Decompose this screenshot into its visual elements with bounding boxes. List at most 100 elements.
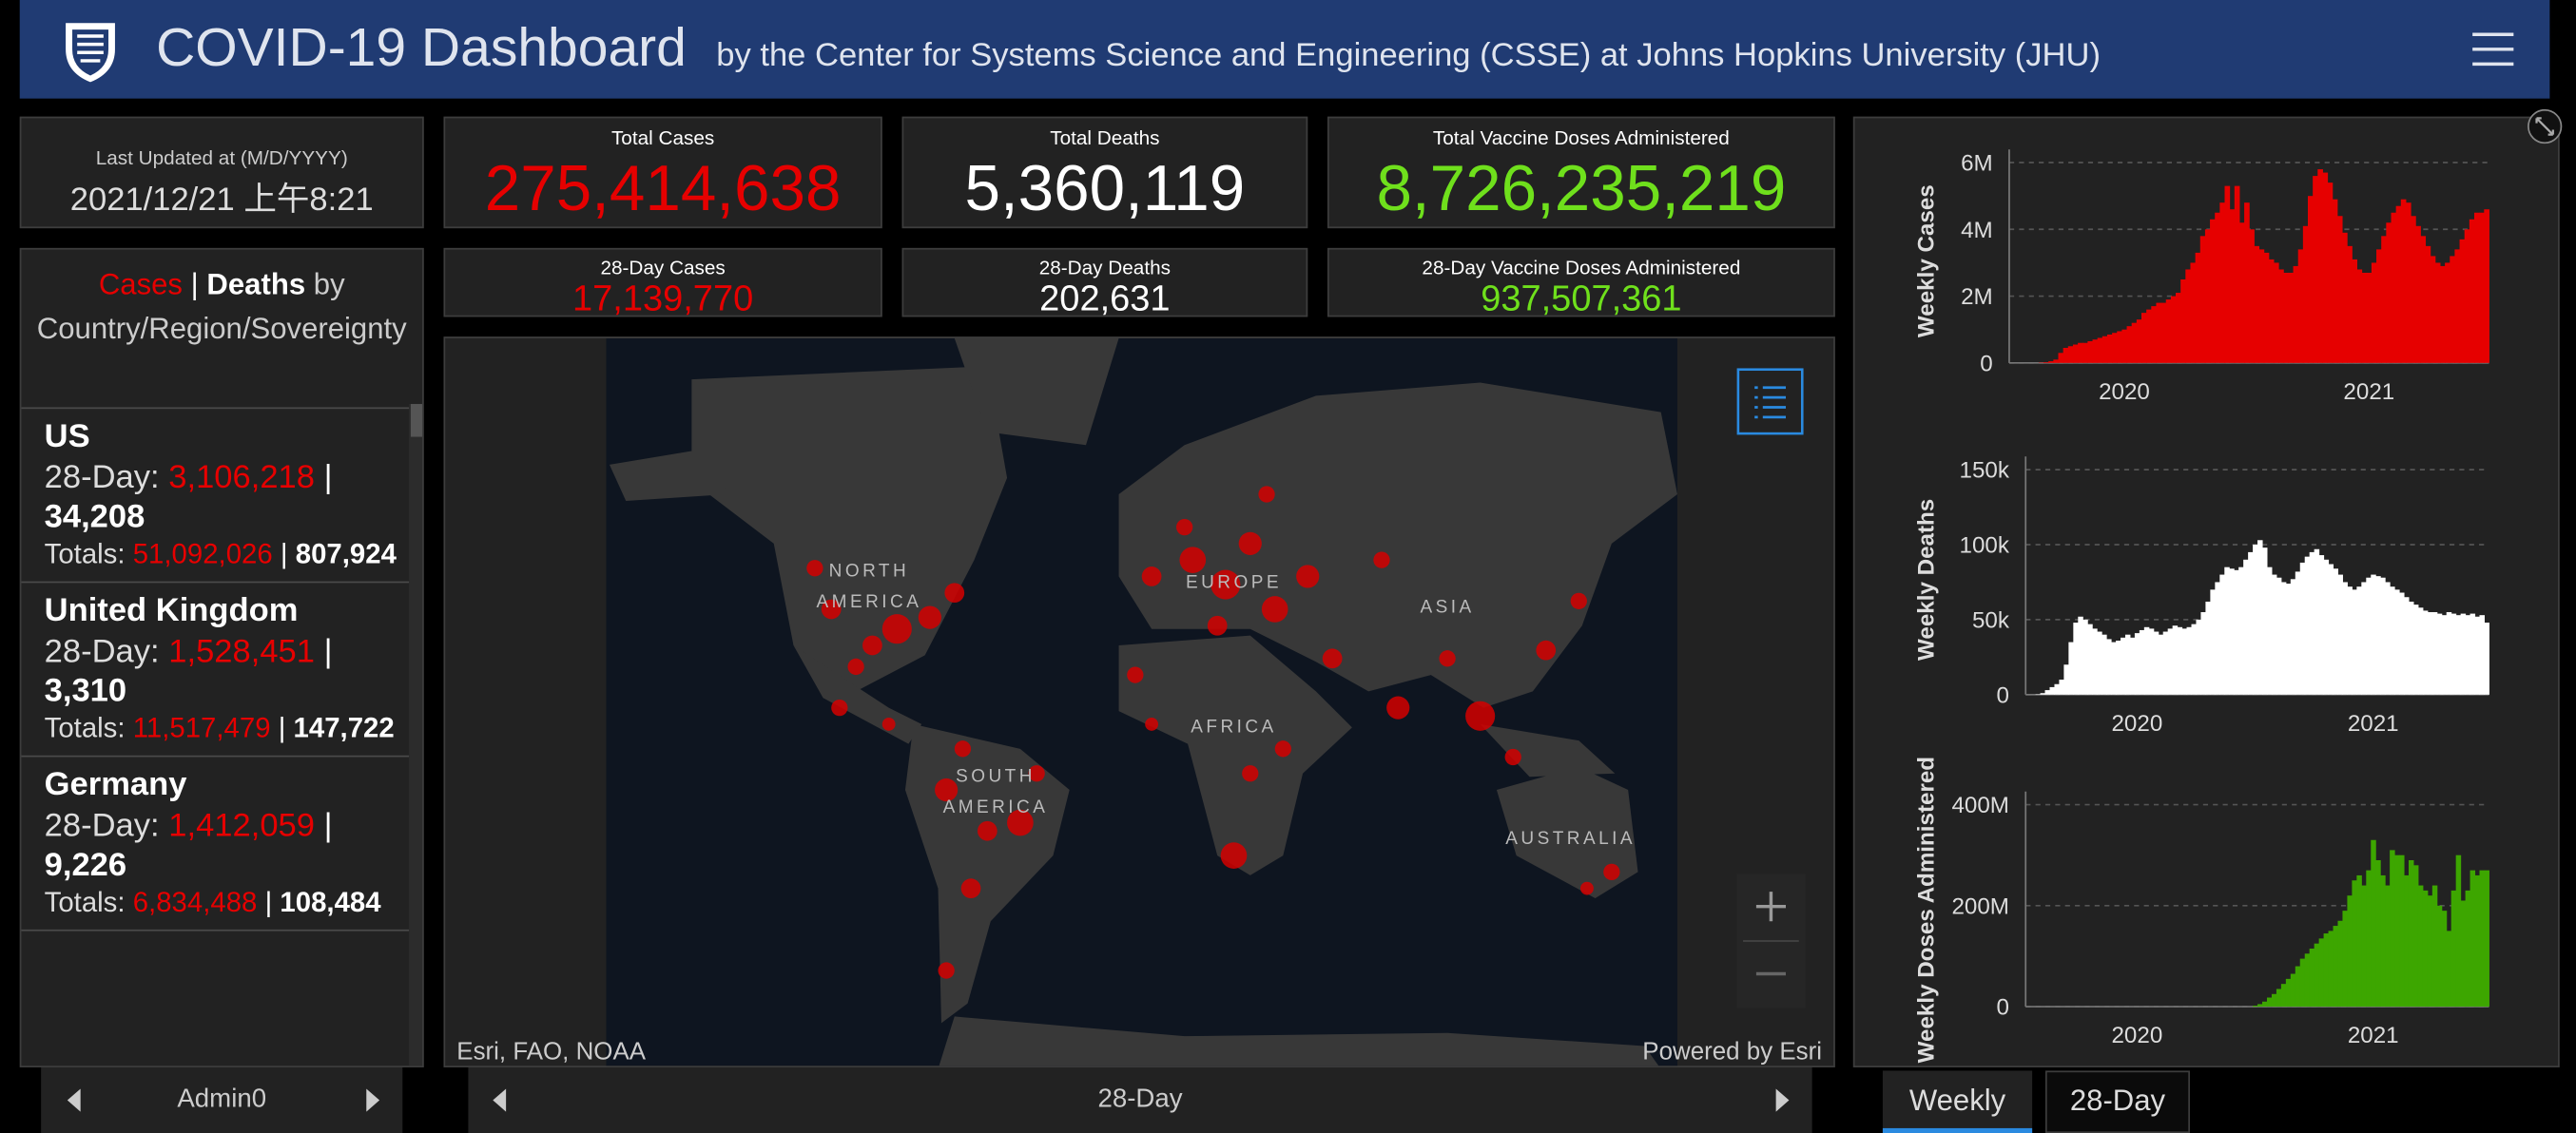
bar — [2244, 202, 2250, 363]
bar — [2366, 870, 2372, 1008]
bar — [2314, 548, 2320, 695]
expand-button[interactable] — [2527, 108, 2563, 144]
stat-label: 28-Day Cases — [600, 256, 726, 279]
bar — [2177, 626, 2183, 695]
totals-line: Totals: 51,092,026 | 807,924 — [45, 537, 399, 571]
legend-button[interactable] — [1736, 368, 1806, 437]
heading-separator: | — [190, 267, 199, 301]
bar — [2420, 236, 2427, 363]
scroll-thumb[interactable] — [410, 404, 423, 437]
tab[interactable]: 28-Day — [2044, 1070, 2190, 1133]
bar — [2204, 229, 2211, 363]
bar — [2411, 216, 2416, 363]
country-item[interactable]: United Kingdom 28-Day: 1,528,451 | 3,310… — [21, 583, 410, 758]
charts: 0 2M 4M 6M Weekly Cases 2020 2021 0 50k 100k 150k W… — [1913, 149, 2489, 1063]
zoom-controls[interactable] — [1736, 874, 1806, 1008]
next-button[interactable] — [363, 1087, 383, 1114]
map-label: AUSTRALIA — [1505, 829, 1637, 850]
bar — [2253, 545, 2258, 695]
bar — [2352, 259, 2357, 363]
map-label: NORTH AMERICA — [816, 561, 922, 613]
heading-deaths[interactable]: Deaths — [206, 267, 306, 301]
label: Totals: — [44, 886, 126, 918]
bar — [2210, 219, 2216, 363]
map-panel: NORTH AMERICA EUROPE ASIA AFRICA SOUTH A… — [443, 336, 1835, 1067]
bar — [2266, 997, 2273, 1008]
bar — [2342, 232, 2348, 363]
bar — [2391, 212, 2397, 363]
bar — [2459, 239, 2466, 363]
bar — [2417, 885, 2424, 1008]
stat-label: 28-Day Deaths — [1038, 256, 1171, 279]
bar — [2268, 259, 2275, 363]
next-button[interactable] — [1772, 1087, 1792, 1114]
bar — [2224, 185, 2231, 363]
stat-value: 17,139,770 — [571, 277, 754, 319]
bar — [2356, 269, 2363, 363]
bar — [2322, 172, 2329, 363]
bar — [2176, 293, 2181, 363]
bar — [2043, 362, 2049, 363]
bar — [2262, 547, 2268, 695]
x-tick-label: 2021 — [2348, 711, 2399, 737]
label: 28-Day: — [44, 633, 160, 670]
bar — [2262, 1001, 2268, 1008]
bar — [2473, 212, 2480, 363]
prev-button[interactable] — [64, 1087, 84, 1114]
label: 28-Day: — [44, 459, 160, 496]
map[interactable] — [445, 337, 1835, 1067]
bar — [2469, 870, 2476, 1008]
tab[interactable]: Weekly — [1882, 1070, 2033, 1133]
stat-box: 28-Day Vaccine Doses Administered 937,50… — [1327, 247, 1835, 317]
bar — [2167, 628, 2174, 695]
map-label: SOUTH AMERICA — [942, 766, 1049, 818]
bar — [2412, 865, 2419, 1008]
scrollbar[interactable] — [409, 404, 423, 1066]
bar — [2337, 574, 2343, 695]
bar — [2431, 885, 2438, 1008]
bar — [2131, 322, 2138, 363]
bar — [2059, 680, 2064, 695]
prev-button[interactable] — [490, 1087, 510, 1114]
bar — [2450, 613, 2457, 695]
bar — [2422, 890, 2429, 1008]
bar — [2352, 589, 2357, 695]
bar — [2106, 334, 2113, 363]
bar — [2332, 199, 2338, 363]
stat-label: Total Deaths — [1050, 126, 1160, 150]
y-tick-label: 6M — [1961, 151, 1993, 177]
country-item[interactable]: US 28-Day: 3,106,218 | 34,208 Totals: 51… — [21, 409, 410, 584]
bar — [2181, 628, 2188, 695]
country-item[interactable]: Germany 28-Day: 1,412,059 | 9,226 Totals… — [21, 757, 410, 931]
country-list: US 28-Day: 3,106,218 | 34,208 Totals: 51… — [21, 407, 410, 931]
bar — [2116, 641, 2121, 695]
bar — [2190, 262, 2197, 363]
bar — [2234, 185, 2240, 363]
bar — [2404, 874, 2410, 1008]
bar — [2134, 633, 2140, 695]
bar — [2297, 249, 2304, 363]
bar — [2474, 616, 2481, 695]
bar — [2053, 359, 2060, 363]
bar — [2318, 555, 2325, 695]
list-footer-label: Admin0 — [177, 1085, 267, 1114]
bar — [2143, 626, 2150, 695]
bar — [2427, 895, 2433, 1008]
bar — [2219, 574, 2225, 695]
map-footer-label: 28-Day — [1097, 1085, 1183, 1114]
bar — [2333, 568, 2339, 695]
bar — [2390, 850, 2395, 1008]
bar — [2479, 870, 2485, 1008]
cases: 1,412,059 — [168, 808, 315, 845]
bar — [2356, 874, 2362, 1008]
bar — [2304, 556, 2311, 695]
bar — [2054, 683, 2060, 695]
bar — [2342, 582, 2348, 695]
bar — [2385, 885, 2391, 1008]
heading-cases[interactable]: Cases — [98, 267, 183, 301]
stat-label: 28-Day Vaccine Doses Administered — [1422, 256, 1741, 279]
menu-button[interactable] — [2470, 29, 2516, 68]
bar — [2097, 337, 2103, 363]
bar — [2323, 933, 2330, 1008]
